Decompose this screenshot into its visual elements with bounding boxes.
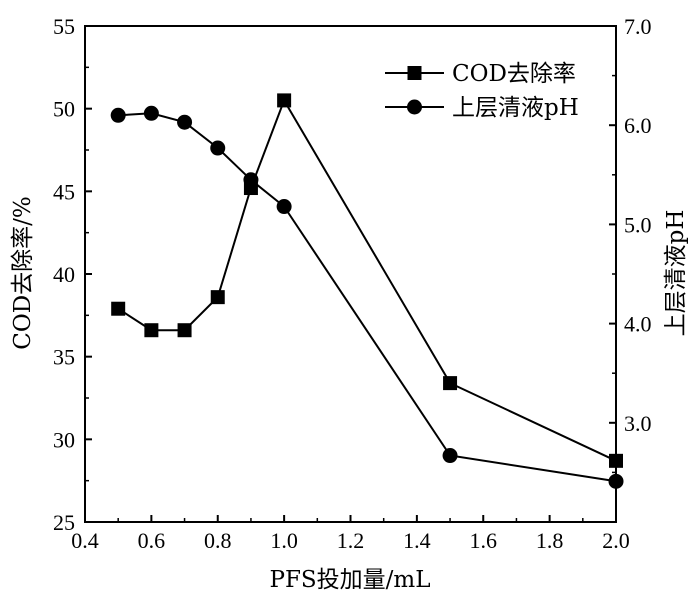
x-tick-label: 0.6 <box>138 528 166 553</box>
data-point-square <box>277 93 292 108</box>
y-right-tick-label: 4.0 <box>624 312 652 337</box>
y-left-tick-label: 25 <box>53 510 75 535</box>
y-left-tick-label: 30 <box>53 427 75 452</box>
x-tick-label: 2.0 <box>602 528 630 553</box>
legend-marker-circle <box>407 99 422 115</box>
x-tick-label: 1.4 <box>403 528 431 553</box>
legend-label-2: 上层清液pH <box>452 95 579 121</box>
data-point-square <box>111 301 126 316</box>
y-left-tick-label: 50 <box>53 97 75 122</box>
legend-label-1: COD去除率 <box>452 61 576 87</box>
series-layer <box>110 93 624 489</box>
y-right-tick-label: 3.0 <box>624 411 652 436</box>
legend-marker-square <box>407 66 422 80</box>
y-right-tick-label: 7.0 <box>624 14 652 39</box>
data-point-square <box>144 323 159 338</box>
x-axis-title: PFS投加量/mL <box>269 567 430 593</box>
x-tick-label: 1.0 <box>270 528 298 553</box>
x-tick-label: 0.4 <box>71 528 99 553</box>
y-axis-right-title: 上层清液pH <box>663 210 689 337</box>
x-tick-label: 0.8 <box>204 528 232 553</box>
data-point-circle <box>210 140 226 156</box>
y-right-tick-label: 5.0 <box>624 212 652 237</box>
x-tick-label: 1.6 <box>470 528 498 553</box>
data-point-circle <box>143 105 159 121</box>
y-right-tick-label: 6.0 <box>624 113 652 138</box>
data-point-circle <box>110 107 126 123</box>
data-point-square <box>210 290 225 305</box>
data-point-circle <box>276 199 292 215</box>
axis-ticks: 0.4 0.6 0.8 1.0 1.2 1.4 1.6 1.8 2.0 25 30 35 40 45 50 5… <box>53 14 652 553</box>
data-point-circle <box>442 448 458 464</box>
y-left-tick-label: 45 <box>53 179 75 204</box>
data-point-circle <box>608 473 624 489</box>
data-point-square <box>443 376 458 391</box>
data-point-square <box>609 453 623 468</box>
data-point-square <box>177 323 192 338</box>
x-tick-label: 1.2 <box>337 528 365 553</box>
data-point-circle <box>177 114 193 130</box>
y-axis-left-title: COD去除率/% <box>10 196 36 350</box>
y-left-tick-label: 55 <box>53 14 75 39</box>
data-point-circle <box>243 172 259 188</box>
series-line-1 <box>117 98 617 462</box>
y-left-tick-label: 35 <box>53 345 75 370</box>
y-left-tick-label: 40 <box>53 262 75 287</box>
x-tick-label: 1.8 <box>536 528 564 553</box>
